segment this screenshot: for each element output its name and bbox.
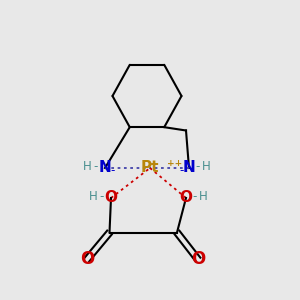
Text: O: O [191,250,205,268]
Text: -: - [192,190,197,203]
Text: H: H [201,160,210,173]
Text: N: N [99,160,111,175]
Text: H: H [89,190,98,203]
Text: O: O [179,190,193,206]
Text: -: - [195,160,200,173]
Text: ++: ++ [167,159,182,168]
Text: N: N [183,160,195,175]
Text: H: H [83,160,92,173]
Text: Pt: Pt [141,160,159,175]
Text: -: - [100,190,104,203]
Text: -: - [180,164,184,177]
Text: O: O [80,250,94,268]
Text: O: O [104,190,118,206]
Text: H: H [198,190,207,203]
Text: -: - [94,160,98,173]
Text: -: - [110,164,114,177]
